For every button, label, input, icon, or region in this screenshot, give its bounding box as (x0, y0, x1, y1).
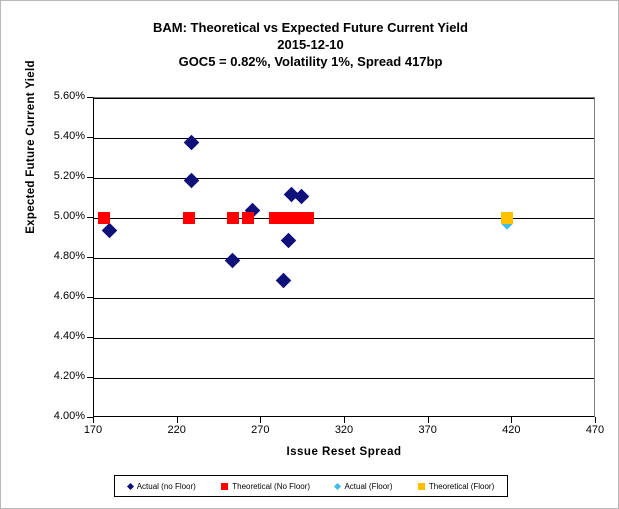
chart-title: BAM: Theoretical vs Expected Future Curr… (1, 19, 618, 70)
y-axis-label: 5.40% (53, 130, 85, 142)
y-axis-tick (87, 217, 94, 218)
y-axis-label: 4.20% (53, 370, 85, 382)
data-point (225, 252, 241, 268)
data-point (98, 212, 111, 224)
y-axis-label: 4.00% (53, 410, 85, 422)
y-axis-tick (87, 297, 94, 298)
y-axis-tick (87, 177, 94, 178)
legend-label: Actual (Floor) (344, 481, 393, 491)
y-axis-tick (87, 417, 94, 418)
data-point (101, 222, 117, 238)
data-point (275, 272, 291, 288)
legend-diamond-icon (334, 482, 342, 490)
legend-square-icon (417, 482, 425, 490)
data-point (302, 212, 315, 224)
gridline (94, 98, 594, 99)
chart-title-line-1: BAM: Theoretical vs Expected Future Curr… (153, 20, 468, 35)
data-point (241, 212, 254, 224)
data-point (280, 232, 296, 248)
legend-label: Theoretical (Floor) (428, 481, 495, 491)
gridline (94, 258, 594, 259)
x-axis-tick (260, 417, 262, 423)
data-point (183, 212, 196, 224)
y-axis-tick (87, 97, 94, 98)
legend-square-icon (221, 482, 229, 490)
legend-item[interactable]: Theoretical (No Floor) (221, 482, 310, 491)
legend-item[interactable]: Actual (no Floor) (126, 481, 196, 491)
y-axis-label: 5.60% (53, 90, 85, 102)
x-axis-label: 420 (502, 424, 521, 436)
y-axis-title: Expected Future Current Yield (25, 60, 37, 234)
legend-label: Theoretical (No Floor) (232, 481, 311, 491)
y-axis-tick (87, 337, 94, 338)
gridline (94, 138, 594, 139)
gridline (94, 218, 594, 219)
x-axis-tick (595, 417, 596, 423)
x-axis-label: 170 (83, 424, 103, 436)
y-axis-label: 5.00% (53, 210, 85, 222)
y-axis-label: 5.20% (53, 170, 85, 182)
gridline (94, 338, 594, 339)
legend-item[interactable]: Theoretical (Floor) (417, 481, 495, 491)
y-axis-label: 4.40% (53, 330, 85, 342)
data-point (226, 212, 239, 224)
data-point (501, 212, 514, 224)
gridline (94, 378, 594, 379)
x-axis-label: 470 (585, 424, 605, 436)
chart-legend: Actual (no Floor) Theoretical (No Floor) A… (114, 475, 508, 497)
x-axis-tick (176, 417, 178, 423)
x-axis-tick (93, 417, 94, 423)
x-axis-tick (427, 417, 429, 423)
chart-title-line-3: GOC5 = 0.82%, Volatility 1%, Spread 417b… (178, 54, 443, 69)
y-axis-tick (87, 377, 94, 378)
x-axis-label: 270 (251, 424, 270, 436)
chart-title-line-2: 2015-12-10 (277, 37, 344, 52)
y-axis-label: 4.80% (53, 250, 85, 262)
gridline (94, 178, 594, 179)
x-axis-title: Issue Reset Spread (286, 446, 402, 458)
x-axis-tick (511, 417, 513, 423)
x-axis-tick (344, 417, 345, 423)
x-axis-label: 220 (167, 424, 186, 436)
data-point (183, 172, 199, 188)
y-axis-label: 4.60% (53, 290, 85, 302)
legend-label: Actual (no Floor) (136, 481, 196, 491)
plot-area (93, 97, 595, 417)
y-axis-tick (87, 257, 94, 258)
x-axis-label: 320 (334, 424, 354, 436)
data-point (183, 134, 199, 150)
gridline (94, 298, 594, 299)
legend-item[interactable]: Actual (Floor) (334, 481, 393, 491)
legend-diamond-icon (126, 482, 134, 490)
y-axis-tick (87, 137, 94, 138)
x-axis-label: 370 (418, 424, 437, 436)
